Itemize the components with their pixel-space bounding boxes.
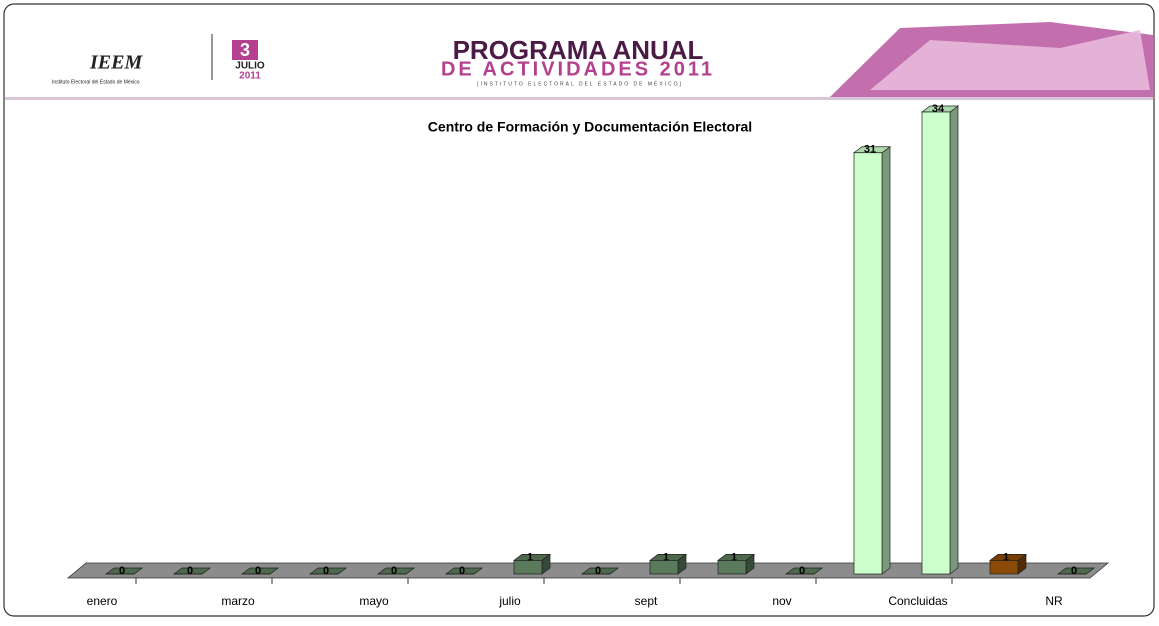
x-tick-label: enero (87, 594, 118, 608)
bar-side (882, 147, 890, 574)
x-tick-label: nov (772, 594, 791, 608)
value-label: 0 (595, 565, 601, 577)
logo: IEEM (89, 52, 143, 74)
value-label: 0 (119, 565, 125, 577)
bar (922, 106, 958, 574)
x-tick-label: marzo (221, 594, 255, 608)
program-subtitle: DE ACTIVIDADES 2011 (441, 58, 715, 80)
x-tick-label: NR (1045, 594, 1063, 608)
bar (854, 147, 890, 574)
value-label: 0 (1071, 565, 1077, 577)
date-day: 3 (240, 40, 250, 60)
x-tick-label: mayo (359, 594, 389, 608)
logo-caption: Instituto Electoral del Estado de México (52, 79, 140, 85)
bar-front (922, 112, 950, 574)
header-divider (5, 97, 1153, 100)
x-tick-label: sept (635, 594, 658, 608)
date-year: 2011 (239, 71, 261, 82)
value-label: 31 (864, 144, 876, 156)
value-label: 1 (1003, 551, 1009, 563)
chart-title: Centro de Formación y Documentación Elec… (428, 119, 752, 135)
value-label: 0 (459, 565, 465, 577)
value-label: 34 (932, 103, 945, 115)
value-label: 1 (731, 551, 737, 563)
value-label: 0 (187, 565, 193, 577)
x-tick-label: Concluidas (888, 594, 947, 608)
value-label: 1 (663, 551, 669, 563)
value-label: 0 (799, 565, 805, 577)
x-tick-label: julio (498, 594, 521, 608)
value-label: 0 (323, 565, 329, 577)
bar-front (854, 153, 882, 574)
value-label: 1 (527, 551, 533, 563)
bar-side (950, 106, 958, 574)
value-label: 0 (391, 565, 397, 577)
program-institute: [INSTITUTO ELECTORAL DEL ESTADO DE MÉXIC… (477, 80, 683, 87)
value-label: 0 (255, 565, 261, 577)
